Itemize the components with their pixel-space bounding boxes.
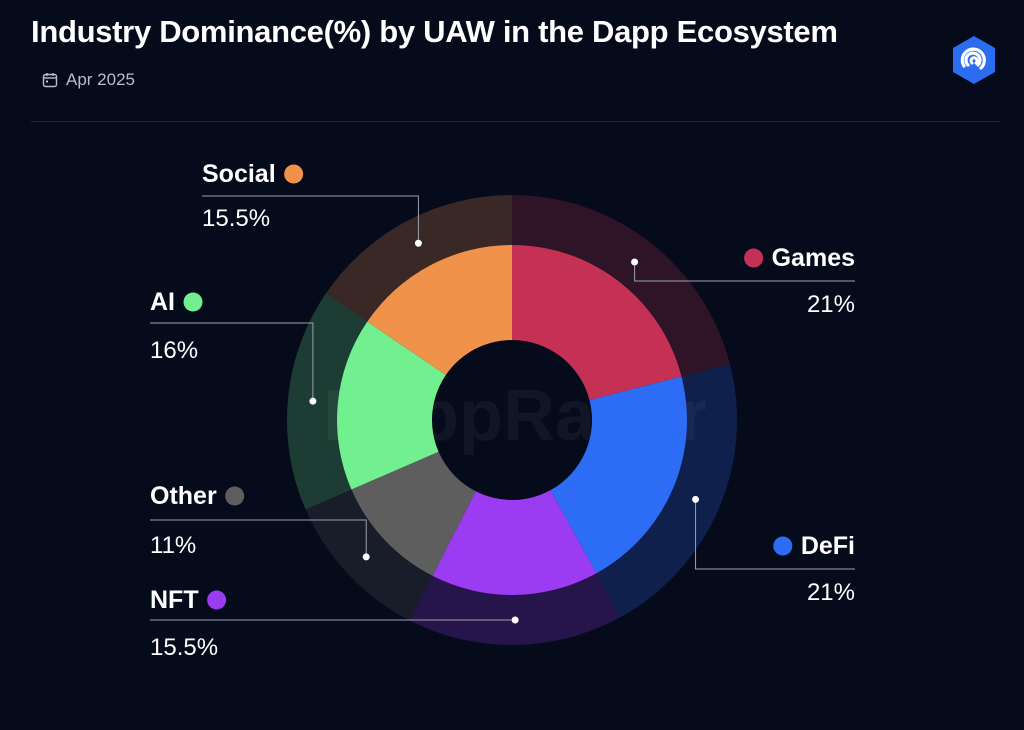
chart-slices: [287, 195, 737, 645]
legend-marker-other: [225, 486, 245, 506]
slice-defi[interactable]: [550, 376, 687, 574]
value-label-ai: 16%: [150, 337, 198, 364]
legend-label-social: Social: [202, 160, 276, 188]
slice-outer-defi[interactable]: [596, 364, 737, 618]
slice-outer-games[interactable]: [512, 195, 730, 377]
legend-marker-nft: [207, 590, 227, 610]
legend-marker-social: [284, 164, 304, 184]
leader-line-ai: [150, 322, 314, 402]
legend-label-defi: DeFi: [801, 532, 855, 560]
leader-dot-defi: [692, 495, 700, 503]
legend-label-ai: AI: [150, 288, 175, 316]
slice-outer-social[interactable]: [325, 195, 512, 322]
date-label: Apr 2025: [66, 70, 135, 89]
legend-marker-games: [744, 248, 764, 268]
legend-label-games: Games: [772, 244, 855, 272]
value-label-nft: 15.5%: [150, 634, 218, 661]
leader-dot-social: [414, 239, 422, 247]
header-divider: [31, 121, 1000, 122]
date-row: Apr 2025: [42, 70, 135, 90]
leader-dot-other: [362, 553, 370, 561]
value-label-other: 11%: [150, 532, 196, 559]
dappradar-logo-icon[interactable]: [949, 35, 999, 85]
slice-outer-nft[interactable]: [409, 573, 621, 645]
slice-outer-ai[interactable]: [287, 293, 368, 510]
value-label-games: 21%: [807, 291, 855, 318]
legend-label-nft: NFT: [150, 586, 199, 614]
slice-nft[interactable]: [432, 490, 597, 595]
leader-line-games: [634, 261, 855, 282]
leader-dot-ai: [309, 397, 317, 405]
slice-games[interactable]: [512, 245, 682, 401]
slice-ai[interactable]: [337, 321, 446, 490]
leader-line-defi: [695, 499, 855, 570]
leader-line-social: [202, 195, 419, 244]
value-label-defi: 21%: [807, 579, 855, 606]
chart-labels: Games 21% DeFi 21% NFT 15.5% Other 11% AI 16% Soci…: [150, 160, 855, 661]
value-label-social: 15.5%: [202, 205, 270, 232]
chart-title: Industry Dominance(%) by UAW in the Dapp…: [31, 14, 838, 49]
legend-marker-defi: [773, 536, 793, 556]
leader-dot-games: [631, 258, 639, 266]
calendar-icon: [42, 73, 58, 88]
leader-dot-nft: [511, 616, 519, 624]
legend-marker-ai: [183, 292, 203, 312]
slice-other[interactable]: [351, 451, 476, 576]
legend-label-other: Other: [150, 482, 217, 510]
leader-line-other: [150, 519, 367, 557]
slice-social[interactable]: [367, 245, 512, 376]
